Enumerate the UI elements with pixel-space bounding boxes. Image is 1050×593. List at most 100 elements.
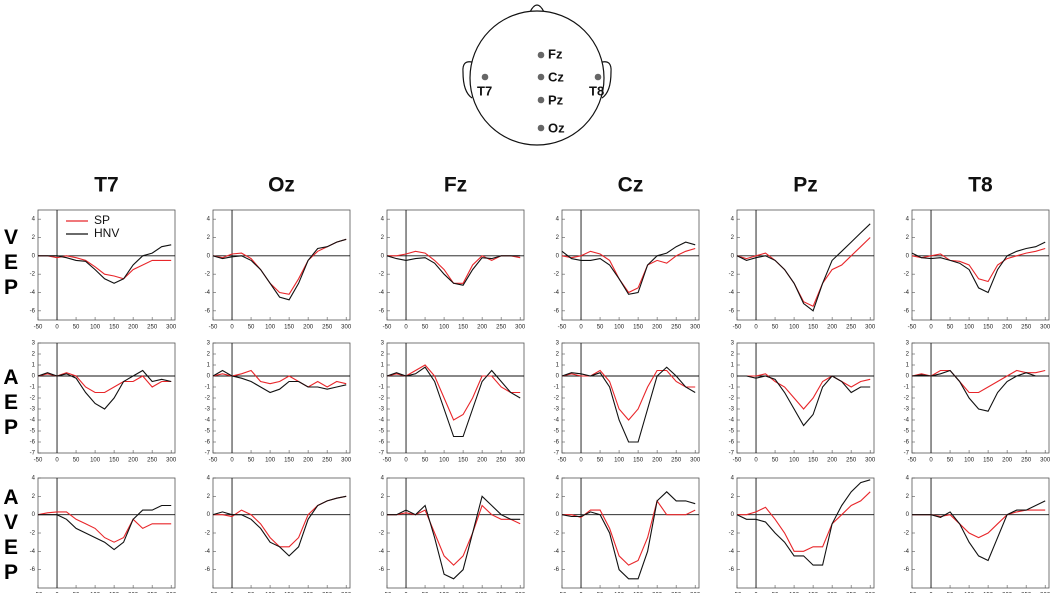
y-tick-label: -6 [904, 567, 910, 573]
y-tick-label: 0 [381, 512, 385, 518]
y-tick-label: -2 [904, 272, 910, 278]
electrode [537, 73, 545, 81]
y-tick-label: -6 [904, 308, 910, 314]
right-ear [601, 61, 612, 99]
erp-line [737, 373, 871, 410]
x-tick-label: 250 [322, 458, 333, 464]
y-tick-label: -4 [30, 290, 36, 296]
head-diagram [462, 4, 612, 146]
x-tick-label: 200 [477, 325, 488, 331]
erp-line [212, 369, 347, 394]
x-tick-label: 50 [947, 325, 954, 331]
x-tick-label: 50 [772, 458, 779, 464]
y-tick-label: 0 [906, 374, 910, 380]
x-tick-label: -50 [908, 325, 917, 331]
x-tick-label: 300 [166, 458, 177, 464]
y-tick-label: -4 [554, 290, 560, 296]
electrode [537, 124, 545, 132]
y-tick-label: 2 [207, 494, 211, 500]
y-tick-label: -3 [379, 407, 385, 413]
x-tick-label: 100 [964, 458, 975, 464]
x-tick-label: 300 [865, 325, 876, 331]
y-tick-label: 0 [906, 512, 910, 518]
row-label: AEP [3, 366, 19, 439]
x-tick-label: 250 [496, 325, 507, 331]
y-tick-label: 1 [731, 363, 735, 369]
y-tick-label: -4 [904, 418, 910, 424]
y-tick-label: -4 [30, 418, 36, 424]
plot-frame [911, 477, 1050, 589]
y-tick-label: 4 [207, 217, 211, 223]
y-tick-label: 4 [556, 217, 560, 223]
x-tick-label: 0 [929, 325, 933, 331]
x-tick-label: 50 [772, 325, 779, 331]
y-tick-label: 4 [731, 476, 735, 482]
erp-line [38, 244, 172, 284]
y-tick-label: -6 [30, 567, 36, 573]
row-label: VEP [3, 226, 18, 299]
x-tick-label: -50 [733, 458, 742, 464]
y-tick-label: 2 [556, 235, 560, 241]
x-tick-label: 100 [265, 325, 276, 331]
x-tick-label: 0 [404, 458, 408, 464]
y-tick-label: 0 [731, 512, 735, 518]
y-tick-label: -6 [379, 308, 385, 314]
y-tick-label: -7 [30, 451, 36, 457]
plot-frame [561, 342, 700, 454]
erp-line [386, 364, 521, 421]
x-tick-label: 300 [1040, 458, 1050, 464]
erp-line [911, 369, 1046, 394]
y-tick-label: 3 [32, 341, 36, 347]
y-tick-label: -6 [554, 440, 560, 446]
y-tick-label: 1 [556, 363, 560, 369]
y-tick-label: -5 [379, 429, 385, 435]
y-tick-label: -6 [729, 567, 735, 573]
electrode [594, 73, 602, 81]
x-tick-label: 100 [614, 325, 625, 331]
x-tick-label: 50 [248, 458, 255, 464]
y-tick-label: 3 [731, 341, 735, 347]
erp-line [736, 223, 871, 312]
y-tick-label: -2 [205, 396, 211, 402]
erp-line [386, 366, 521, 438]
x-tick-label: 150 [458, 325, 469, 331]
y-tick-label: 0 [556, 374, 560, 380]
y-tick-label: -6 [30, 440, 36, 446]
x-tick-label: 300 [166, 325, 177, 331]
electrode-label: Oz [548, 120, 565, 135]
x-tick-label: 250 [846, 458, 857, 464]
x-tick-label: -50 [733, 325, 742, 331]
y-tick-label: 4 [556, 476, 560, 482]
y-tick-label: -2 [729, 396, 735, 402]
y-tick-label: -6 [554, 567, 560, 573]
x-tick-label: 100 [90, 458, 101, 464]
column-title: T7 [94, 174, 119, 197]
y-tick-label: 2 [381, 235, 385, 241]
x-tick-label: 150 [109, 458, 120, 464]
x-tick-label: 250 [147, 458, 158, 464]
y-tick-label: -7 [379, 451, 385, 457]
y-tick-label: -2 [205, 272, 211, 278]
x-tick-label: 100 [614, 458, 625, 464]
subplot: 3 2 1 0 -1 -2 -3 -4 -5 -6 -7-50 0 50 100 150 200 250 300 [30, 341, 177, 464]
y-tick-label: -2 [30, 272, 36, 278]
y-tick-label: 0 [906, 253, 910, 259]
y-tick-label: -4 [904, 549, 910, 555]
erp-line [561, 491, 696, 580]
y-tick-label: -4 [729, 549, 735, 555]
x-tick-label: 250 [671, 458, 682, 464]
subplot: 3 2 1 0 -1 -2 -3 -4 -5 -6 -7-50 0 50 100 150 200 250 300 [379, 341, 526, 464]
column-title: T8 [968, 174, 993, 197]
nose [529, 4, 545, 13]
column-title: Pz [793, 174, 818, 197]
y-tick-label: 4 [381, 217, 385, 223]
y-tick-label: 2 [906, 494, 910, 500]
plot-frame [386, 477, 525, 589]
y-tick-label: 2 [207, 235, 211, 241]
y-tick-label: 0 [207, 512, 211, 518]
x-tick-label: 0 [929, 458, 933, 464]
x-tick-label: 200 [652, 458, 663, 464]
